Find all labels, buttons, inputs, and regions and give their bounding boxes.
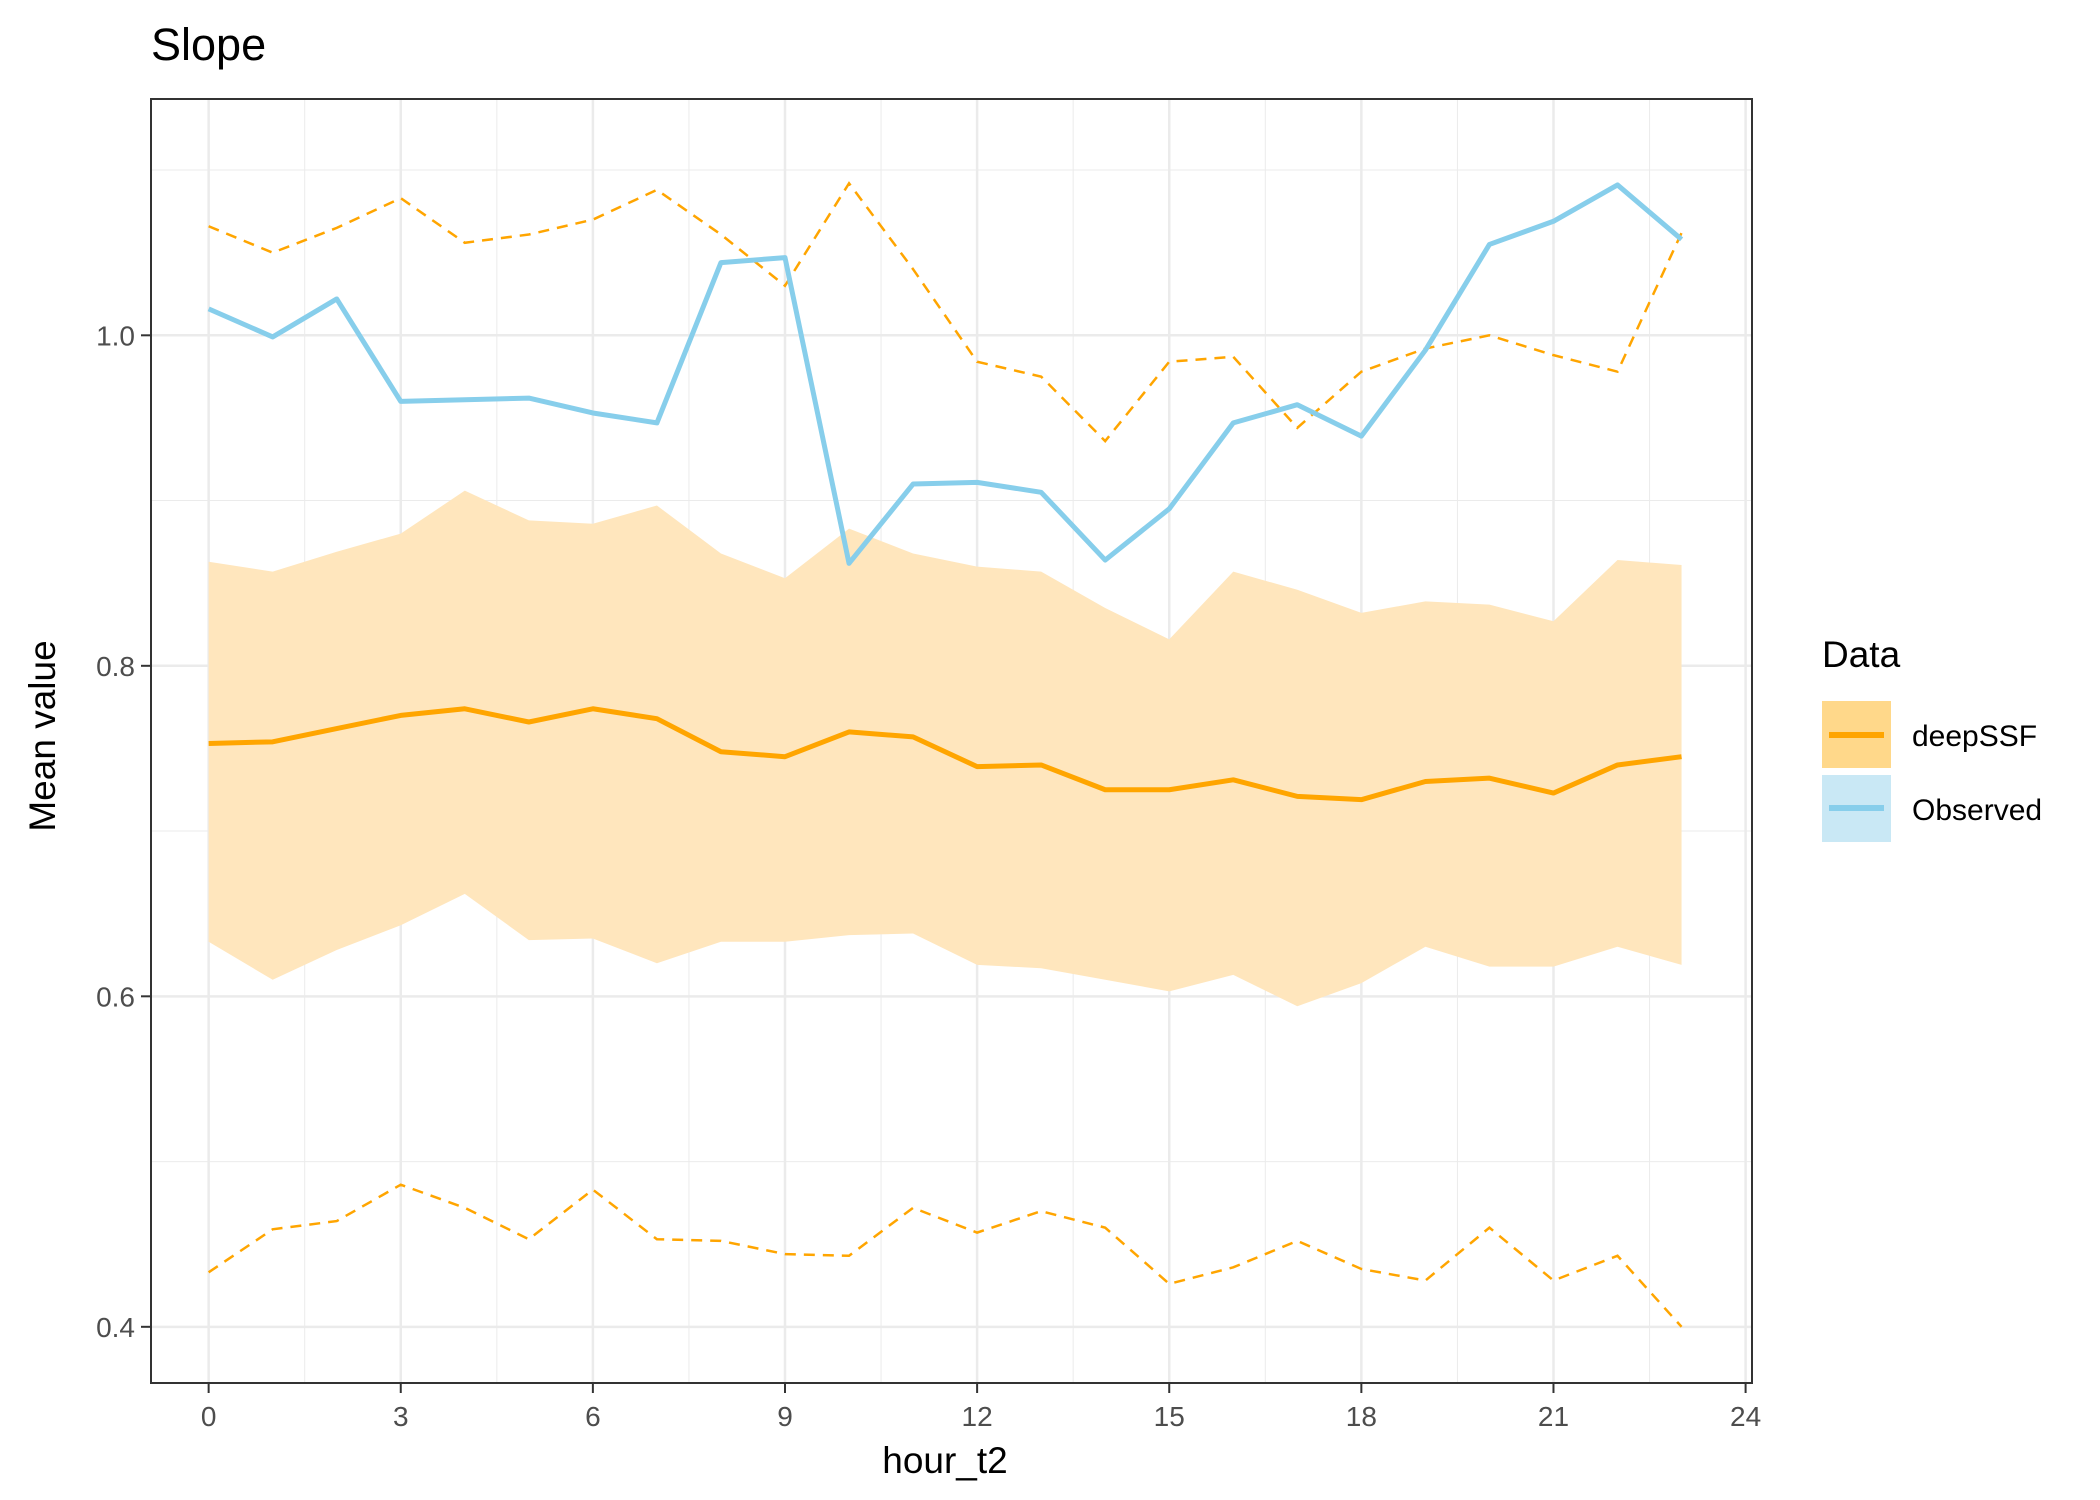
legend-label-observed: Observed bbox=[1912, 794, 2042, 827]
x-tick-label: 6 bbox=[585, 1401, 601, 1432]
x-tick-label: 15 bbox=[1154, 1401, 1185, 1432]
x-tick-label: 18 bbox=[1346, 1401, 1377, 1432]
legend-title: Data bbox=[1822, 634, 1901, 675]
deepssf-upper-dashed-line bbox=[208, 181, 1683, 443]
y-axis: 0.4 0.6 0.8 1.0 bbox=[96, 320, 151, 1343]
deepssf-ribbon bbox=[208, 490, 1682, 1007]
legend-entry-observed: Observed bbox=[1822, 775, 2042, 842]
deepssf-lower-dashed-line bbox=[207, 1183, 1683, 1328]
y-tick-label: 0.6 bbox=[96, 981, 135, 1012]
x-tick-label: 0 bbox=[201, 1401, 217, 1432]
x-tick-label: 24 bbox=[1730, 1401, 1761, 1432]
y-tick-label: 0.4 bbox=[96, 1312, 135, 1343]
panel-border bbox=[150, 98, 1753, 1384]
y-tick-label: 1.0 bbox=[96, 320, 135, 351]
x-tick-label: 12 bbox=[962, 1401, 993, 1432]
observed-line bbox=[207, 182, 1684, 566]
legend-label-deepssf: deepSSF bbox=[1912, 720, 2037, 753]
x-axis: 0 3 6 9 12 15 18 21 24 bbox=[201, 1383, 1761, 1432]
deepssf-band-layer bbox=[208, 490, 1682, 1007]
x-axis-title: hour_t2 bbox=[882, 1440, 1008, 1481]
y-axis-title: Mean value bbox=[22, 640, 63, 831]
x-tick-label: 3 bbox=[393, 1401, 409, 1432]
plot-panel bbox=[150, 98, 1753, 1384]
y-tick-label: 0.8 bbox=[96, 651, 135, 682]
deepssf-mean-line bbox=[208, 706, 1682, 803]
chart-title: Slope bbox=[151, 19, 266, 70]
x-tick-label: 9 bbox=[777, 1401, 793, 1432]
x-tick-label: 21 bbox=[1538, 1401, 1569, 1432]
series-line-layer bbox=[207, 181, 1684, 1328]
legend-entry-deepssf: deepSSF bbox=[1822, 701, 2037, 768]
legend: Data deepSSF Observed bbox=[1822, 634, 2042, 842]
